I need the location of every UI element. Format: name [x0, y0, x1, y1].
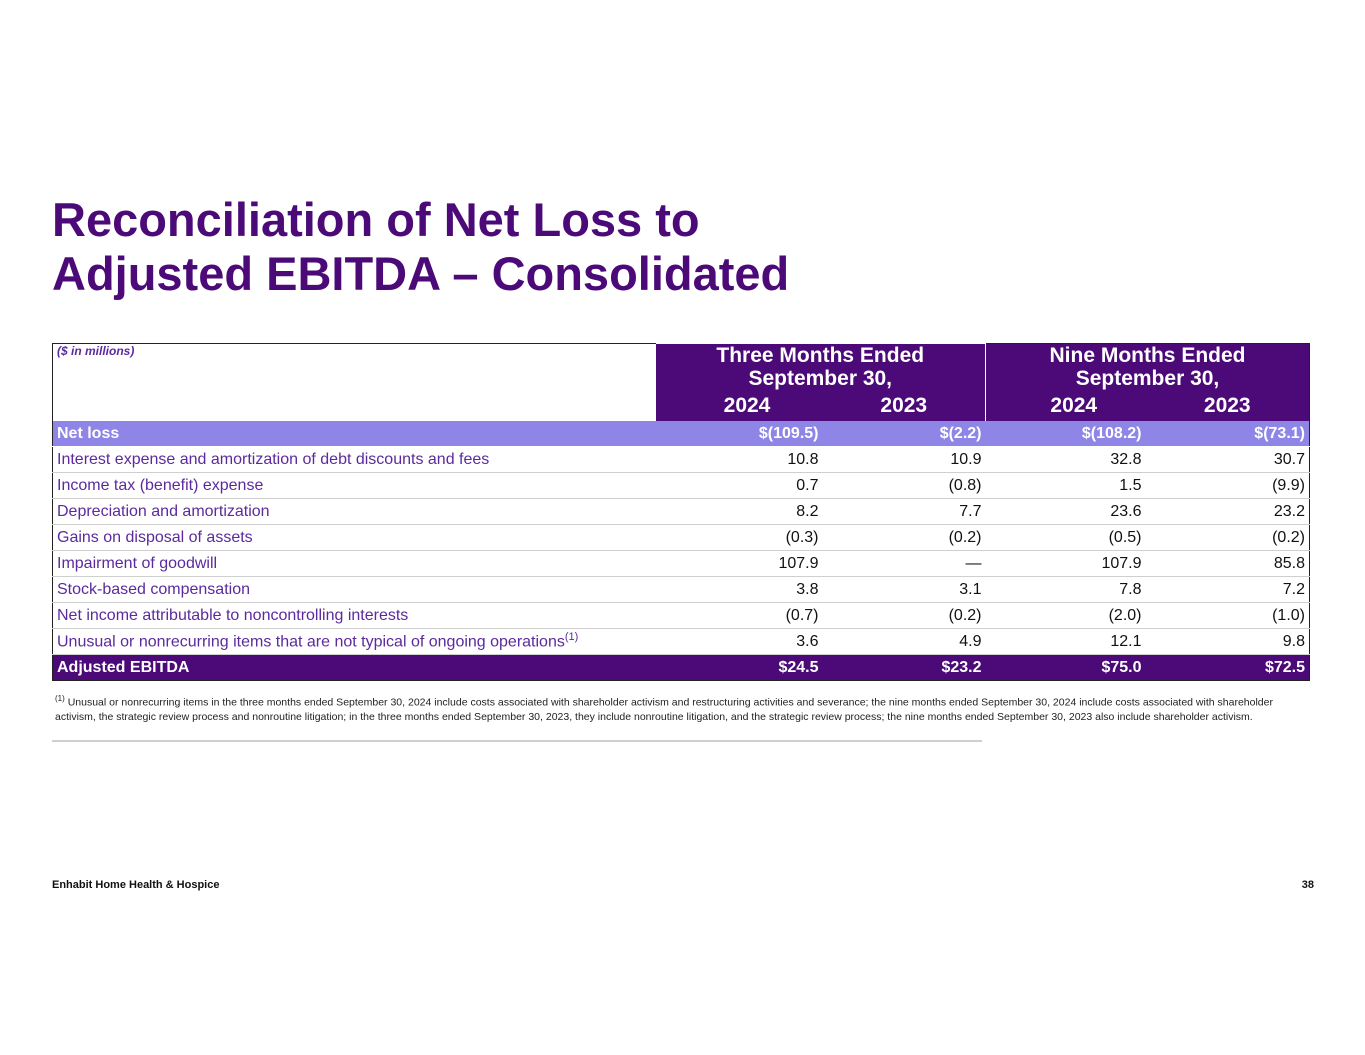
footnote-ref: (1) — [564, 631, 579, 644]
year-header: 2024 — [985, 391, 1146, 421]
row-label: Adjusted EBITDA — [52, 654, 656, 681]
cell-value: $75.0 — [985, 654, 1146, 681]
cell-value: (0.8) — [822, 472, 986, 499]
row-label: Interest expense and amortization of deb… — [52, 446, 656, 473]
period-line-2: September 30, — [1075, 367, 1220, 390]
cell-value: (1.0) — [1145, 602, 1310, 629]
table-row-net-loss: Net loss $(109.5) $(2.2) $(108.2) $(73.1… — [52, 421, 1310, 447]
year-header: 2024 — [655, 391, 823, 421]
cell-value: 7.2 — [1145, 576, 1310, 603]
units-label: ($ in millions) — [52, 343, 656, 391]
cell-value: (0.3) — [655, 524, 823, 551]
cell-value: 30.7 — [1145, 446, 1310, 473]
cell-value: (0.7) — [655, 602, 823, 629]
cell-value: $24.5 — [655, 654, 823, 681]
row-label: Unusual or nonrecurring items that are n… — [57, 633, 565, 651]
table-row-adjusted-ebitda: Adjusted EBITDA $24.5 $23.2 $75.0 $72.5 — [52, 654, 1310, 681]
cell-value: $(108.2) — [985, 421, 1146, 447]
cell-value: $(2.2) — [822, 421, 986, 447]
footnote-text: Unusual or nonrecurring items in the thr… — [55, 696, 1273, 723]
page-number: 38 — [1301, 879, 1314, 891]
cell-value: 107.9 — [655, 550, 823, 577]
cell-value: $72.5 — [1145, 654, 1310, 681]
period-line-1: Nine Months Ended — [1049, 344, 1246, 367]
row-label: Stock-based compensation — [52, 576, 656, 603]
cell-value: 7.8 — [985, 576, 1146, 603]
cell-value: 0.7 — [655, 472, 823, 499]
cell-value: — — [822, 550, 986, 577]
table-header-years: 2024 2023 2024 2023 — [52, 391, 1310, 421]
table-row: Unusual or nonrecurring items that are n… — [52, 628, 1310, 655]
footer-company: Enhabit Home Health & Hospice — [52, 879, 220, 891]
cell-value: 32.8 — [985, 446, 1146, 473]
table-header-periods: ($ in millions) Three Months Ended Septe… — [52, 343, 1310, 391]
cell-value: $(109.5) — [655, 421, 823, 447]
cell-value: 8.2 — [655, 498, 823, 525]
cell-value: 107.9 — [985, 550, 1146, 577]
row-label: Income tax (benefit) expense — [52, 472, 656, 499]
cell-value: 7.7 — [822, 498, 986, 525]
cell-value: (0.2) — [1145, 524, 1310, 551]
cell-value: 85.8 — [1145, 550, 1310, 577]
table-row: Depreciation and amortization 8.2 7.7 23… — [52, 498, 1310, 525]
row-label: Net income attributable to noncontrollin… — [52, 602, 656, 629]
title-line-2: Adjusted EBITDA – Consolidated — [52, 247, 790, 300]
footnote: (1) Unusual or nonrecurring items in the… — [55, 692, 1295, 724]
period-line-1: Three Months Ended — [716, 343, 925, 367]
cell-value: $23.2 — [822, 654, 986, 681]
table-row: Net income attributable to noncontrollin… — [52, 602, 1310, 629]
cell-value: $(73.1) — [1145, 421, 1310, 447]
table-row: Income tax (benefit) expense 0.7 (0.8) 1… — [52, 472, 1310, 499]
cell-value: 1.5 — [985, 472, 1146, 499]
header-spacer — [52, 391, 656, 421]
title-line-1: Reconciliation of Net Loss to — [52, 193, 700, 246]
year-header: 2023 — [822, 391, 986, 421]
cell-value: (0.2) — [822, 524, 986, 551]
period-header-three-months: Three Months Ended September 30, — [655, 343, 986, 391]
period-line-2: September 30, — [748, 366, 893, 390]
cell-value: 3.6 — [655, 628, 823, 655]
table-row: Gains on disposal of assets (0.3) (0.2) … — [52, 524, 1310, 551]
cell-value: 3.1 — [822, 576, 986, 603]
cell-value: (0.5) — [985, 524, 1146, 551]
row-label-with-footnote: Unusual or nonrecurring items that are n… — [52, 628, 656, 655]
cell-value: 9.8 — [1145, 628, 1310, 655]
row-label: Depreciation and amortization — [52, 498, 656, 525]
cell-value: 10.9 — [822, 446, 986, 473]
period-header-nine-months: Nine Months Ended September 30, — [985, 343, 1310, 391]
footnote-divider — [52, 740, 982, 742]
row-label: Gains on disposal of assets — [52, 524, 656, 551]
table-row: Stock-based compensation 3.8 3.1 7.8 7.2 — [52, 576, 1310, 603]
cell-value: 23.2 — [1145, 498, 1310, 525]
page-title: Reconciliation of Net Loss to Adjusted E… — [52, 193, 789, 301]
cell-value: 3.8 — [655, 576, 823, 603]
cell-value: (2.0) — [985, 602, 1146, 629]
cell-value: 12.1 — [985, 628, 1146, 655]
row-label: Impairment of goodwill — [52, 550, 656, 577]
table-row: Interest expense and amortization of deb… — [52, 446, 1310, 473]
cell-value: (9.9) — [1145, 472, 1310, 499]
cell-value: 10.8 — [655, 446, 823, 473]
year-header: 2023 — [1145, 391, 1310, 421]
reconciliation-table: ($ in millions) Three Months Ended Septe… — [52, 343, 1310, 681]
table-row: Impairment of goodwill 107.9 — 107.9 85.… — [52, 550, 1310, 577]
cell-value: 4.9 — [822, 628, 986, 655]
cell-value: (0.2) — [822, 602, 986, 629]
footnote-marker: (1) — [55, 694, 65, 703]
cell-value: 23.6 — [985, 498, 1146, 525]
row-label: Net loss — [52, 421, 656, 447]
